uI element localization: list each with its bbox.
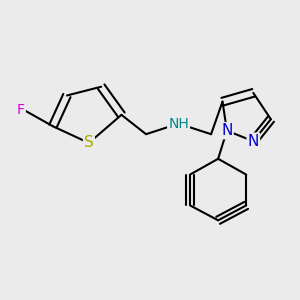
Text: F: F — [17, 103, 25, 117]
Text: N: N — [221, 123, 232, 138]
Text: NH: NH — [168, 117, 189, 130]
Text: S: S — [84, 136, 94, 151]
Text: N: N — [248, 134, 259, 149]
